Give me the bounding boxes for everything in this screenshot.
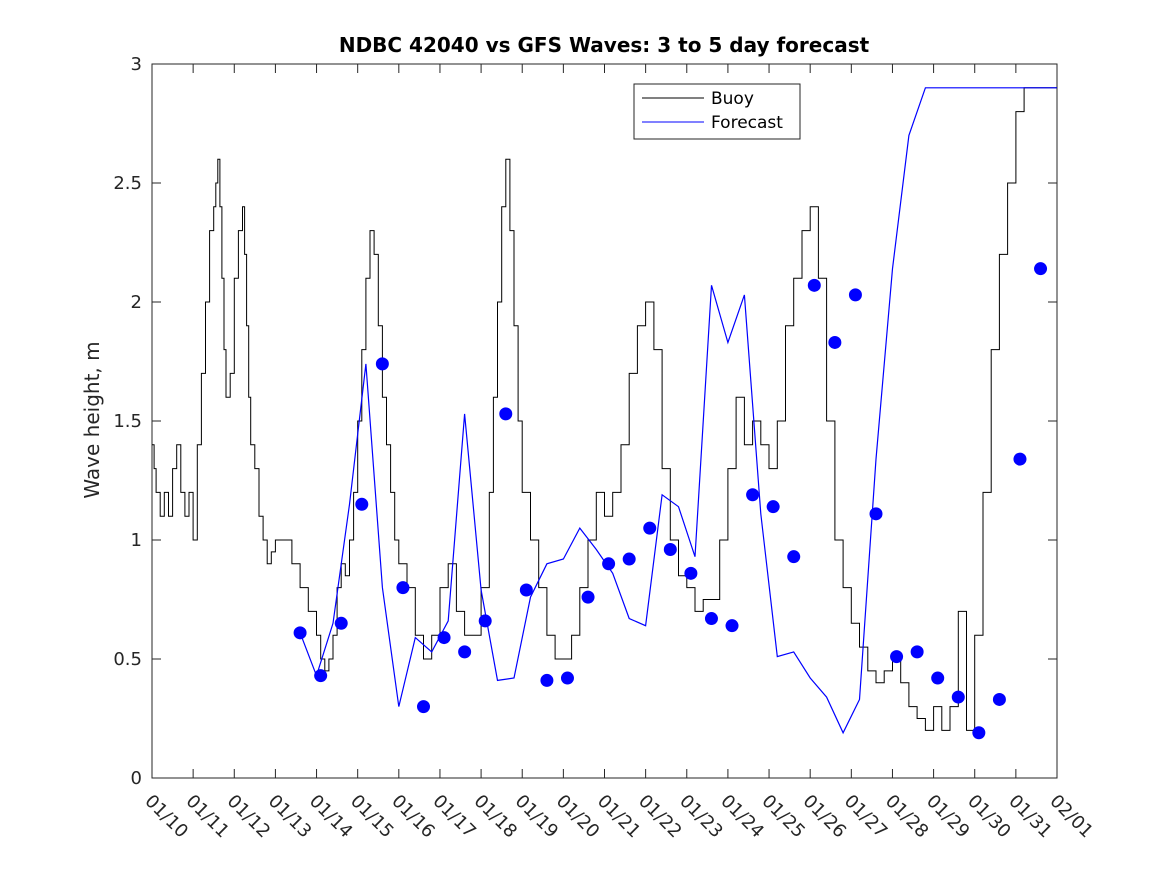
chart-title: NDBC 42040 vs GFS Waves: 3 to 5 day fore… bbox=[339, 33, 870, 57]
x-tick-label: 01/20 bbox=[552, 791, 604, 843]
forecast-marker bbox=[560, 671, 574, 685]
x-tick-label: 02/01 bbox=[1045, 791, 1097, 843]
legend-forecast-label: Forecast bbox=[711, 113, 783, 133]
forecast-marker bbox=[848, 288, 862, 302]
forecast-marker bbox=[334, 616, 348, 630]
forecast-marker bbox=[540, 673, 554, 687]
x-tick-label: 01/28 bbox=[881, 791, 933, 843]
forecast-marker bbox=[746, 488, 760, 502]
x-tick-label: 01/26 bbox=[799, 791, 851, 843]
forecast-marker bbox=[437, 631, 451, 645]
forecast-marker bbox=[828, 335, 842, 349]
x-tick-label: 01/18 bbox=[470, 791, 522, 843]
x-tick-label: 01/14 bbox=[305, 791, 357, 843]
forecast-marker bbox=[910, 645, 924, 659]
forecast-marker bbox=[622, 552, 636, 566]
forecast-marker bbox=[890, 650, 904, 664]
forecast-marker bbox=[458, 645, 472, 659]
forecast-marker bbox=[931, 671, 945, 685]
forecast-marker bbox=[725, 619, 739, 633]
x-tick-label: 01/25 bbox=[758, 791, 810, 843]
forecast-marker bbox=[787, 550, 801, 564]
forecast-marker bbox=[951, 690, 965, 704]
forecast-marker bbox=[1013, 452, 1027, 466]
plot-area bbox=[151, 63, 1058, 779]
forecast-marker bbox=[581, 590, 595, 604]
series-layer bbox=[152, 87, 1057, 740]
x-tick-label: 01/12 bbox=[223, 791, 275, 843]
x-tick-label: 01/19 bbox=[511, 791, 563, 843]
x-tick-label: 01/11 bbox=[182, 791, 234, 843]
y-axis-label: Wave height, m bbox=[80, 341, 104, 498]
legend-buoy-label: Buoy bbox=[711, 89, 754, 109]
forecast-marker bbox=[684, 566, 698, 580]
x-tick-label: 01/16 bbox=[387, 791, 439, 843]
forecast-marker bbox=[417, 700, 430, 714]
y-tick-label: 2.5 bbox=[113, 173, 142, 194]
forecast-series-line bbox=[299, 87, 1057, 735]
x-tick-label: 01/17 bbox=[428, 791, 480, 843]
forecast-marker bbox=[766, 500, 780, 514]
y-tick-label: 3 bbox=[131, 54, 142, 75]
forecast-marker bbox=[375, 357, 389, 371]
y-tick-label: 0 bbox=[131, 768, 142, 789]
x-tick-label: 01/23 bbox=[675, 791, 727, 843]
forecast-marker bbox=[478, 614, 492, 628]
buoy-series-line bbox=[152, 87, 1057, 731]
forecast-marker bbox=[519, 583, 533, 597]
forecast-marker bbox=[704, 612, 718, 626]
x-tick-label: 01/27 bbox=[840, 791, 892, 843]
forecast-marker bbox=[992, 692, 1006, 706]
x-tick-label: 01/21 bbox=[593, 791, 645, 843]
x-tick-label: 01/31 bbox=[1004, 791, 1056, 843]
legend-box bbox=[633, 83, 801, 140]
forecast-marker bbox=[807, 278, 821, 292]
forecast-marker bbox=[972, 726, 986, 740]
x-tick-label: 01/15 bbox=[346, 791, 398, 843]
forecast-marker bbox=[499, 407, 513, 421]
forecast-marker bbox=[1034, 262, 1048, 276]
y-tick-label: 0.5 bbox=[113, 649, 142, 670]
forecast-marker bbox=[643, 521, 657, 535]
x-tick-label: 01/22 bbox=[634, 791, 686, 843]
forecast-marker bbox=[396, 581, 410, 595]
forecast-marker bbox=[293, 626, 307, 640]
forecast-marker bbox=[869, 507, 883, 521]
y-tick-label: 1 bbox=[131, 530, 142, 551]
y-tick-label: 2 bbox=[131, 292, 142, 313]
x-tick-label: 01/29 bbox=[922, 791, 974, 843]
forecast-marker bbox=[602, 557, 616, 571]
x-tick-label: 01/30 bbox=[963, 791, 1015, 843]
forecast-marker bbox=[663, 543, 677, 557]
x-tick-label: 01/24 bbox=[716, 791, 768, 843]
forecast-marker bbox=[355, 497, 369, 511]
forecast-marker bbox=[314, 669, 328, 683]
x-tick-label: 01/13 bbox=[264, 791, 316, 843]
y-tick-label: 1.5 bbox=[113, 411, 142, 432]
legend: Buoy Forecast bbox=[633, 83, 801, 140]
x-tick-label: 01/10 bbox=[140, 791, 192, 843]
